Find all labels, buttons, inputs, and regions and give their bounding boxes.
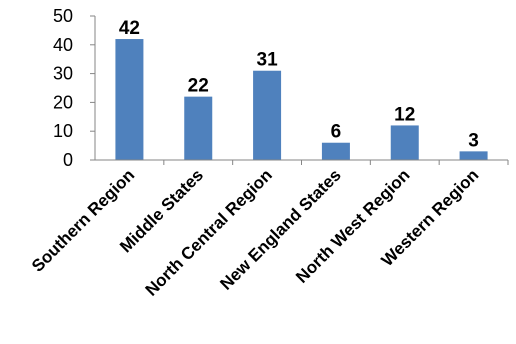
x-tick-label: New England States <box>216 165 344 293</box>
x-tick-label: North Central Region <box>142 165 276 299</box>
bar <box>390 125 419 160</box>
x-tick-label: North West Region <box>292 165 413 286</box>
y-tick-label: 20 <box>53 92 73 112</box>
data-label: 42 <box>119 18 140 39</box>
bar <box>184 96 213 160</box>
bar <box>459 151 488 160</box>
y-tick-label: 0 <box>63 150 73 170</box>
y-tick-label: 50 <box>53 6 73 26</box>
data-label: 22 <box>188 76 209 97</box>
x-tick-label: Southern Region <box>28 165 138 275</box>
data-label: 6 <box>331 122 342 143</box>
y-tick-label: 30 <box>53 64 73 84</box>
data-label: 12 <box>394 104 415 125</box>
data-labels: 42 22 31 6 12 3 <box>119 18 479 151</box>
data-label: 3 <box>468 130 479 151</box>
bar <box>321 142 350 160</box>
bar <box>253 70 282 160</box>
bar <box>115 39 144 160</box>
y-tick-label: 10 <box>53 121 73 141</box>
bars <box>115 39 488 160</box>
y-axis: 0 10 20 30 40 50 <box>53 6 96 170</box>
data-label: 31 <box>257 50 279 71</box>
y-tick-label: 40 <box>53 35 73 55</box>
